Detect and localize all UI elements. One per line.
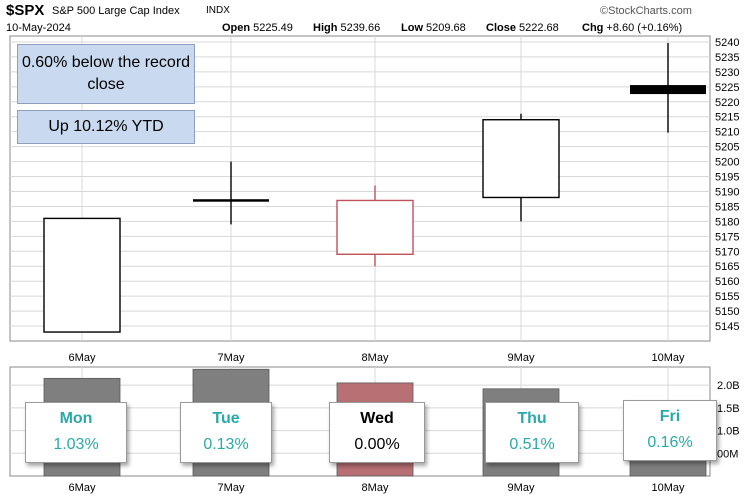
price-tick-label: 5225 xyxy=(715,82,739,94)
low-readout: Low 5209.68 xyxy=(401,22,466,34)
candle-body xyxy=(482,119,560,199)
day-pct-fri: 0.16% xyxy=(647,434,693,451)
x-tick-label: 10May xyxy=(651,352,685,364)
volume-tick-label: 1.5B xyxy=(717,403,740,415)
price-tick-label: 5160 xyxy=(715,276,739,288)
price-tick-label: 5220 xyxy=(715,97,739,109)
candle-body xyxy=(193,199,269,202)
price-tick-label: 5235 xyxy=(715,52,739,64)
high-value: 5239.66 xyxy=(340,22,381,34)
low-label: Low xyxy=(401,22,423,34)
price-tick-label: 5210 xyxy=(715,127,739,139)
price-tick-label: 5215 xyxy=(715,112,739,124)
day-pct-tue: 0.13% xyxy=(203,436,249,453)
price-tick-label: 5145 xyxy=(715,321,739,333)
ticker-symbol: $SPX xyxy=(6,2,45,19)
ytd-callout: Up 10.12% YTD xyxy=(17,110,195,144)
day-label-wed: Wed xyxy=(360,410,394,427)
day-change-box-mon: Mon 1.03% xyxy=(25,402,127,463)
price-tick-label: 5185 xyxy=(715,201,739,213)
price-tick-label: 5205 xyxy=(715,142,739,154)
open-label: Open xyxy=(222,22,251,34)
change-value: +8.60 (+0.16%) xyxy=(606,22,683,34)
price-tick-label: 5170 xyxy=(715,246,739,258)
day-change-box-wed: Wed 0.00% xyxy=(329,402,425,463)
price-tick-label: 5175 xyxy=(715,231,739,243)
x-tick-label: 6May xyxy=(69,352,96,364)
volume-tick-label: 1.0B xyxy=(717,426,740,438)
day-pct-wed: 0.00% xyxy=(354,436,400,453)
day-pct-mon: 1.03% xyxy=(53,436,99,453)
ytd-text: Up 10.12% YTD xyxy=(48,118,164,135)
candle-body xyxy=(43,217,121,333)
day-pct-thu: 0.51% xyxy=(509,436,555,453)
low-value: 5209.68 xyxy=(426,22,466,34)
day-change-box-fri: Fri 0.16% xyxy=(623,400,717,461)
day-label-mon: Mon xyxy=(59,410,93,427)
close-label: Close xyxy=(486,22,516,34)
close-readout: Close 5222.68 xyxy=(486,22,559,34)
x-tick-label: 9May xyxy=(508,482,535,494)
price-panel-frame xyxy=(9,35,711,342)
candle-body xyxy=(630,85,706,95)
day-label-thu: Thu xyxy=(517,410,547,427)
day-label-fri: Fri xyxy=(659,408,681,425)
day-change-box-thu: Thu 0.51% xyxy=(485,402,579,463)
price-tick-label: 5155 xyxy=(715,291,739,303)
x-tick-label: 6May xyxy=(69,482,96,494)
x-tick-label: 8May xyxy=(362,482,389,494)
volume-tick-label: 00M xyxy=(717,448,738,460)
candle-body xyxy=(336,199,414,255)
change-readout: Chg +8.60 (+0.16%) xyxy=(582,22,682,34)
price-tick-label: 5200 xyxy=(715,157,739,169)
day-change-box-tue: Tue 0.13% xyxy=(180,402,272,463)
price-tick-label: 5150 xyxy=(715,306,739,318)
chart-date: 10-May-2024 xyxy=(6,22,71,34)
exchange-label: INDX xyxy=(206,5,230,16)
high-label: High xyxy=(313,22,338,34)
x-tick-label: 7May xyxy=(218,482,245,494)
price-tick-label: 5190 xyxy=(715,186,739,198)
open-value: 5225.49 xyxy=(253,22,293,34)
x-tick-label: 8May xyxy=(362,352,389,364)
index-name: S&P 500 Large Cap Index xyxy=(52,5,180,17)
record-close-text: 0.60% below the record close xyxy=(21,54,191,93)
price-tick-label: 5230 xyxy=(715,67,739,79)
close-value: 5222.68 xyxy=(518,22,559,34)
record-close-callout: 0.60% below the record close xyxy=(17,44,195,104)
high-readout: High 5239.66 xyxy=(313,22,380,34)
day-label-tue: Tue xyxy=(212,410,240,427)
x-tick-label: 10May xyxy=(651,482,685,494)
price-tick-label: 5240 xyxy=(715,37,739,49)
price-tick-label: 5180 xyxy=(715,216,739,228)
x-tick-label: 7May xyxy=(218,352,245,364)
stockcharts-watermark: ©StockCharts.com xyxy=(600,5,692,17)
volume-tick-label: 2.0B xyxy=(717,380,740,392)
x-tick-label: 9May xyxy=(508,352,535,364)
price-tick-label: 5195 xyxy=(715,172,739,184)
change-label: Chg xyxy=(582,22,604,34)
open-readout: Open 5225.49 xyxy=(222,22,293,34)
price-tick-label: 5165 xyxy=(715,261,739,273)
